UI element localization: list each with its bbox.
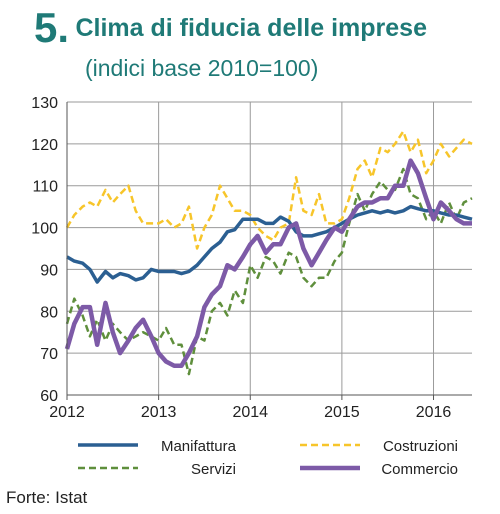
figure-number: 5. [34,4,70,51]
series-lines [64,130,473,376]
y-tick-label: 120 [31,137,58,154]
title-row: 5. Clima di fiducia delle imprese [34,4,427,52]
y-tick-label: 60 [40,388,58,405]
x-tick-label: 2012 [49,404,85,421]
series-line-servizi [65,167,473,376]
grid [66,101,472,396]
legend-label-costruzioni: Costruzioni [383,438,458,455]
x-tick-label: 2013 [141,404,177,421]
axes: 60 70 80 90 100 110 120 130 2012 2013 2014 2015 2016 [31,95,472,421]
chart-title: Clima di fiducia delle imprese [75,13,427,42]
y-tick-label: 110 [32,179,58,196]
y-tick-label: 80 [40,304,58,321]
legend-label-servizi: Servizi [191,461,236,478]
series-line-costruzioni [65,130,473,250]
chart-subtitle: (indici base 2010=100) [85,55,319,81]
x-tick-label: 2016 [416,404,452,421]
x-tick-label: 2015 [324,404,360,421]
y-tick-label: 130 [31,95,58,112]
y-tick-label: 70 [40,346,58,363]
y-tick-label: 90 [40,262,58,279]
legend: Manifattura Costruzioni Servizi Commercio [78,438,458,478]
series-line-commercio [64,158,472,368]
y-tick-label: 100 [31,221,58,238]
legend-label-commercio: Commercio [381,461,458,478]
series-line-manifattura [66,204,473,284]
line-chart: 60 70 80 90 100 110 120 130 2012 2013 2014 2015 2016… [31,95,473,478]
legend-label-manifattura: Manifattura [161,438,237,455]
source-note: Forte: Istat [6,488,88,507]
x-tick-label: 2014 [232,404,268,421]
